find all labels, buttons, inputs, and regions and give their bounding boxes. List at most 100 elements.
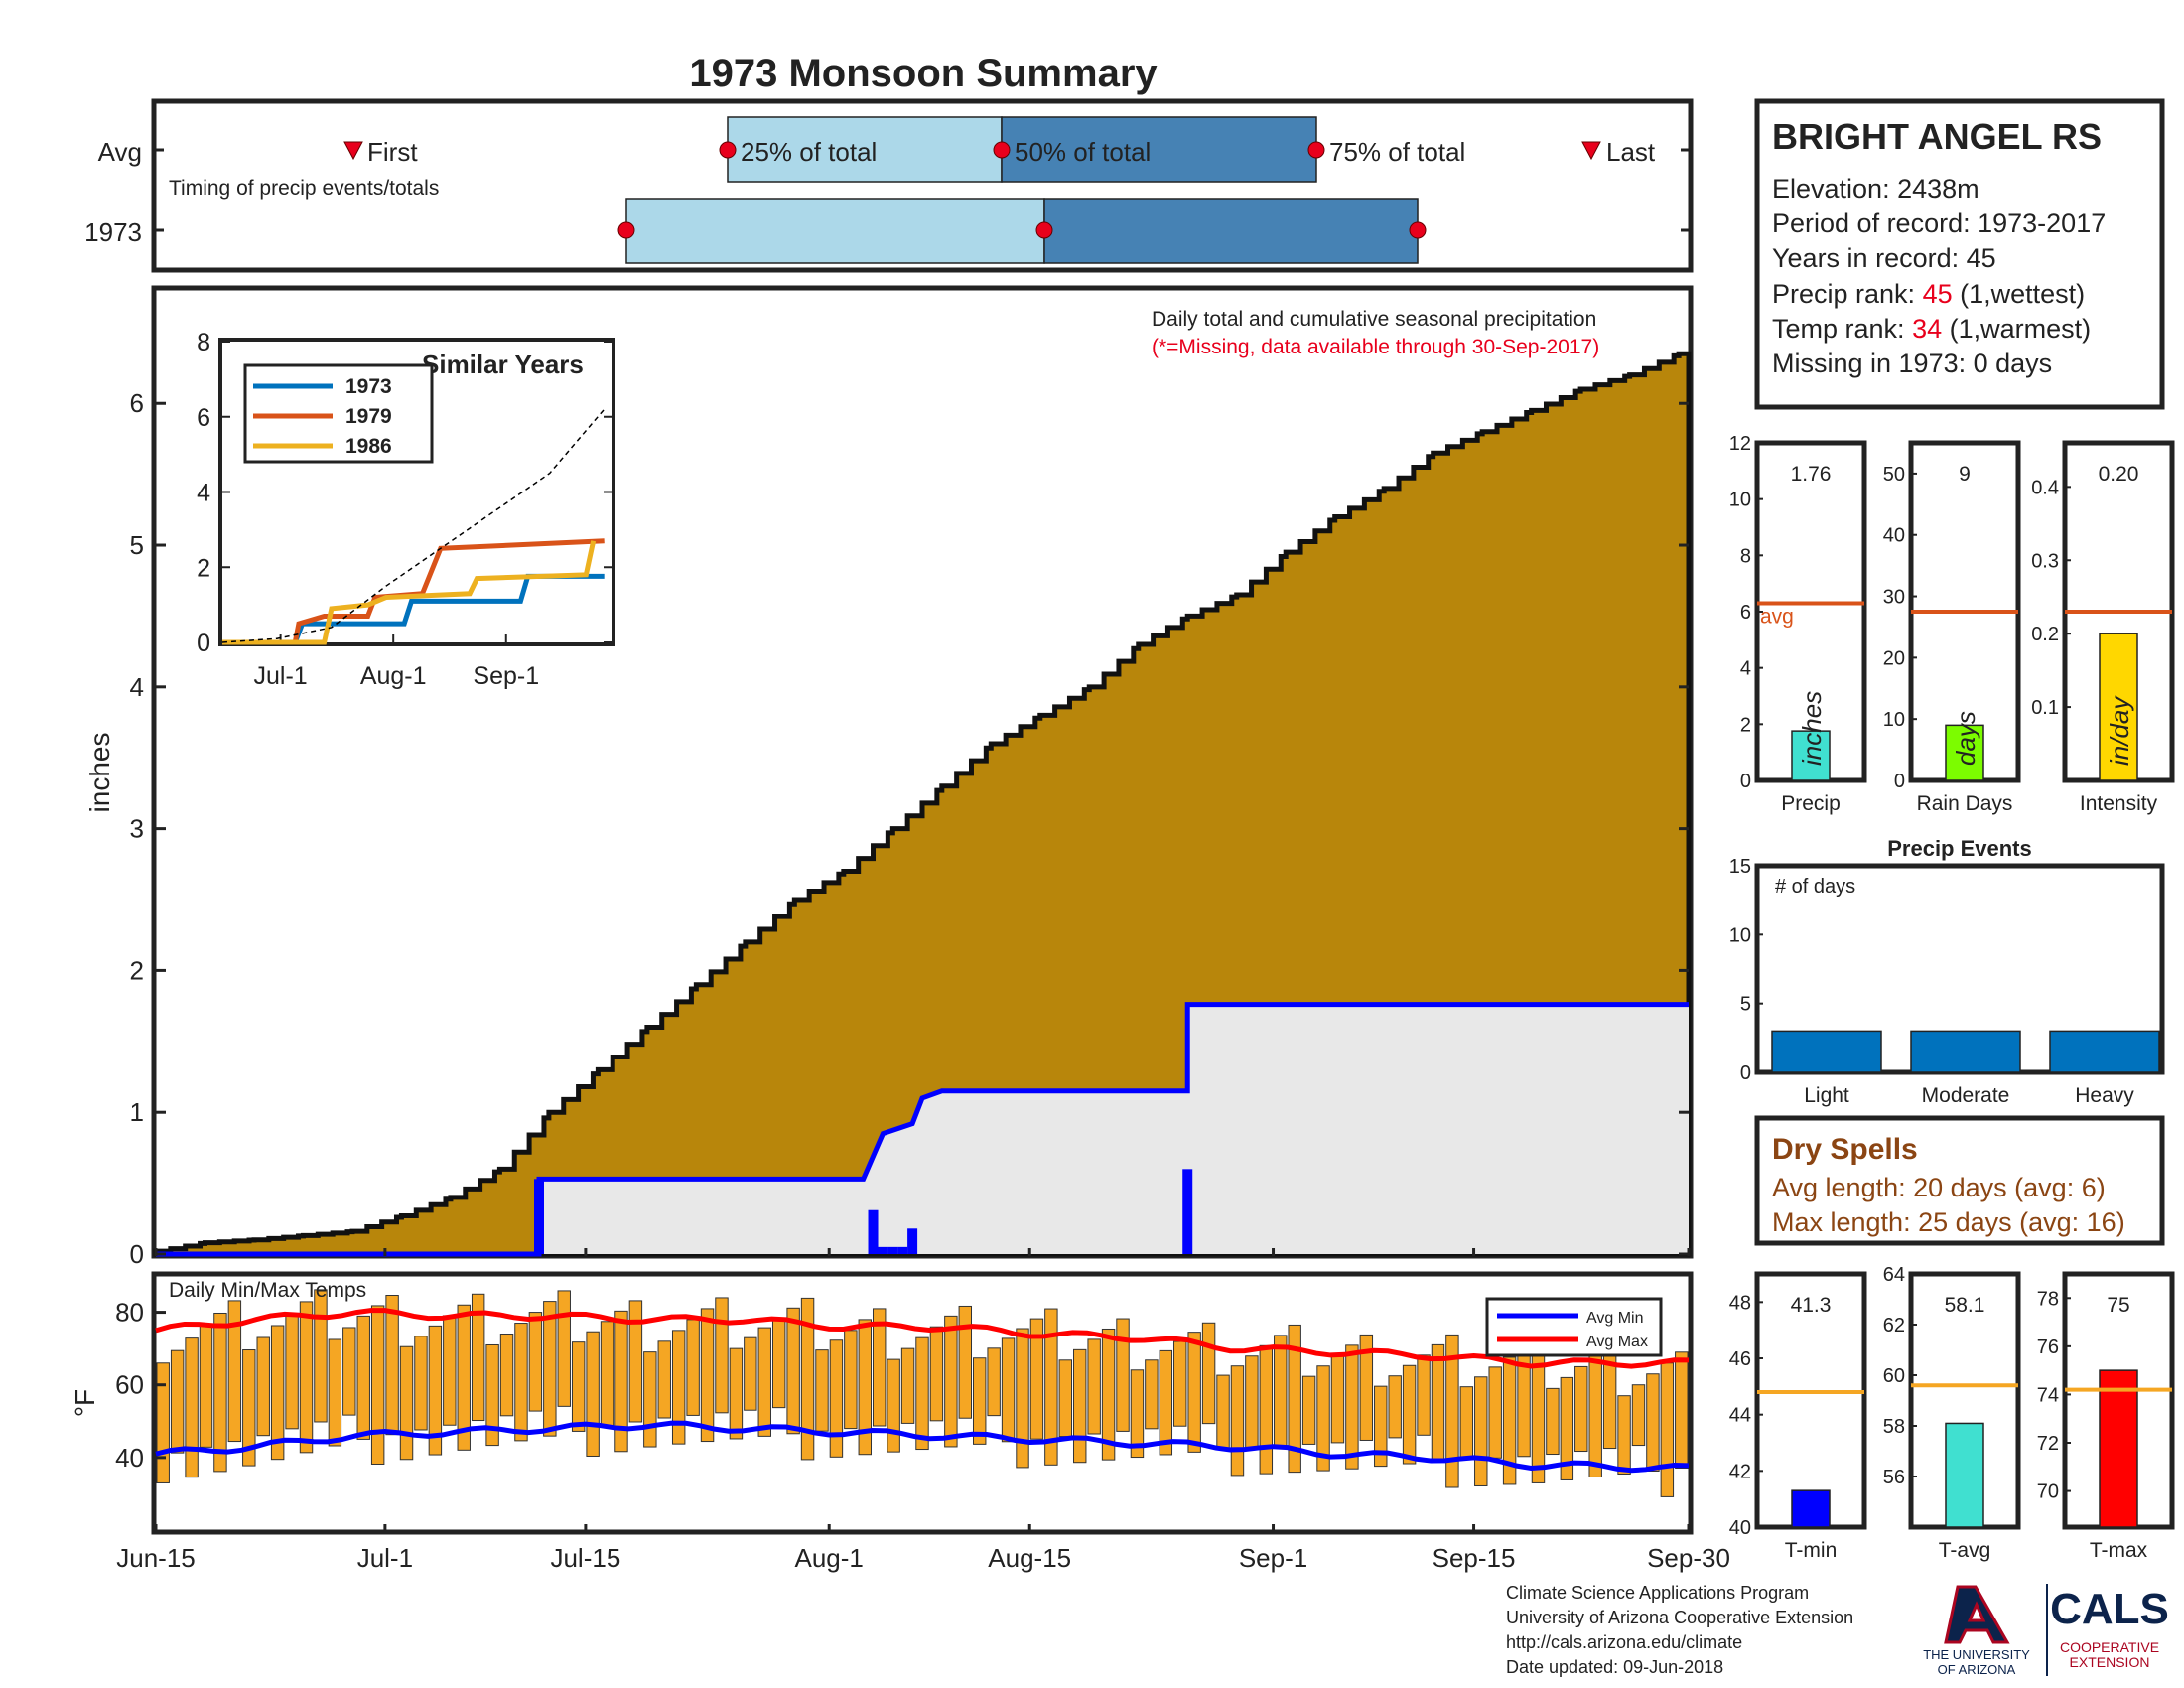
- legend-avg-max: Avg Max: [1586, 1334, 1648, 1350]
- x-tick-label: Sep-30: [1647, 1543, 1730, 1573]
- avg-last-label: Last: [1606, 137, 1656, 167]
- temp-range-bar: [1431, 1343, 1445, 1462]
- temps-ylabel: °F: [69, 1389, 100, 1417]
- panel-y-tick-label: 64: [1883, 1264, 1905, 1286]
- temp-range-bar: [915, 1336, 929, 1451]
- events-bar: [2049, 1030, 2160, 1073]
- panel-label: Rain Days: [1917, 792, 2013, 815]
- panel-y-tick-label: 62: [1883, 1315, 1905, 1336]
- temp-range-bar: [156, 1362, 170, 1483]
- temp-range-bar: [1016, 1328, 1029, 1469]
- inset-y-tick-label: 2: [197, 554, 210, 582]
- temp-range-bar: [744, 1336, 757, 1411]
- temp-range-bar: [815, 1349, 829, 1432]
- x-tick-label: Sep-1: [1239, 1543, 1307, 1573]
- panel-y-tick-label: 0: [1740, 771, 1751, 792]
- events-label: Moderate: [1922, 1084, 2010, 1107]
- temp-range-bar: [872, 1308, 887, 1427]
- station-precip-rank: Precip rank: 45 (1,wettest): [1772, 279, 2085, 309]
- panel-label: T-min: [1785, 1539, 1838, 1562]
- avg-first-label: First: [367, 137, 418, 167]
- y-tick-label: 6: [130, 388, 144, 418]
- temp-range-bar: [185, 1337, 199, 1478]
- cals-logo-line-2: EXTENSION: [2070, 1654, 2150, 1670]
- temp-range-bar: [256, 1336, 270, 1437]
- panel-rain-days: 0 10 20 30 40 50 9 days Rain Days: [1883, 440, 2021, 815]
- temp-range-bar: [428, 1325, 443, 1456]
- inset-line-1986: [222, 540, 597, 645]
- panel-y-tick-label: 0.1: [2031, 697, 2059, 719]
- temp-range-bar: [757, 1327, 771, 1437]
- panel-bar: [2099, 1369, 2138, 1528]
- temp-range-bar: [686, 1319, 700, 1416]
- temp-range-bar: [1087, 1338, 1101, 1435]
- temp-range-bar: [1459, 1386, 1474, 1461]
- panel-t-min: 40 42 44 46 48 41.3 T-min: [1729, 1271, 1867, 1562]
- avg-first-marker: [343, 141, 363, 161]
- temp-range-bar: [786, 1307, 800, 1435]
- temp-range-bar: [242, 1349, 256, 1467]
- temp-range-bar: [1617, 1395, 1631, 1475]
- panel-bar: [2099, 633, 2138, 781]
- events-caption: # of days: [1775, 876, 1855, 898]
- avg-max-line: [155, 1308, 1690, 1369]
- temp-range-bar: [342, 1327, 356, 1416]
- panel-y-tick-label: 78: [2037, 1288, 2059, 1310]
- temp-range-bar: [370, 1305, 385, 1465]
- timing-caption: Timing of precip events/totals: [169, 177, 439, 200]
- temp-range-bar: [285, 1313, 299, 1430]
- station-info-box: BRIGHT ANGEL RS Elevation: 2438m Period …: [1754, 98, 2165, 410]
- footer-line-2: University of Arizona Cooperative Extens…: [1506, 1608, 1853, 1627]
- temp-range-bar: [829, 1339, 844, 1458]
- year-50-marker: [1035, 221, 1053, 239]
- observed-cumulative-line: [156, 1002, 1689, 1257]
- temp-range-bar: [571, 1341, 586, 1432]
- temp-range-bar: [1588, 1354, 1602, 1477]
- temp-range-bar: [1345, 1344, 1359, 1470]
- panel-value: 0.20: [2099, 463, 2139, 486]
- inset-y-tick-label: 4: [197, 480, 210, 507]
- panel-y-tick-label: 74: [2037, 1384, 2059, 1406]
- temp-range-bar: [1402, 1364, 1417, 1465]
- ua-logo-line-1: THE UNIVERSITY: [1923, 1647, 2030, 1662]
- panel-y-tick-label: 4: [1740, 658, 1751, 680]
- temp-range-bar: [900, 1347, 915, 1424]
- temp-range-bar: [1502, 1356, 1517, 1485]
- footer-credits: Climate Science Applications Program Uni…: [1506, 1583, 1853, 1677]
- temp-range-bar: [1159, 1349, 1173, 1456]
- panel-y-tick-label: 42: [1729, 1461, 1751, 1482]
- temp-range-bar: [1301, 1375, 1316, 1445]
- y-tick-label: 1: [130, 1097, 144, 1127]
- ua-a-icon: [1944, 1585, 2010, 1644]
- avg-50-75-bar: [1001, 116, 1317, 183]
- temp-range-bar: [1259, 1344, 1274, 1475]
- panel-y-tick-label: 10: [1883, 709, 1905, 731]
- temp-range-bar: [1245, 1355, 1259, 1448]
- y-tick-label: 2: [130, 955, 144, 985]
- temp-range-bar: [1116, 1318, 1130, 1432]
- panel-y-tick-label: 76: [2037, 1336, 2059, 1358]
- panel-y-tick-label: 20: [1883, 647, 1905, 669]
- inset-x-tick-label: Aug-1: [360, 662, 427, 690]
- temp-range-bar: [614, 1310, 628, 1453]
- events-label: Light: [1804, 1084, 1849, 1107]
- temp-range-bar: [543, 1301, 557, 1437]
- temp-range-bar: [471, 1293, 485, 1422]
- panel-y-tick-label: 0.3: [2031, 550, 2059, 572]
- temps-caption: Daily Min/Max Temps: [169, 1279, 366, 1302]
- temp-range-bar: [600, 1321, 614, 1428]
- station-temp-rank: Temp rank: 34 (1,warmest): [1772, 314, 2091, 344]
- footer-line-3: http://cals.arizona.edu/climate: [1506, 1632, 1742, 1652]
- temp-range-bar: [1675, 1351, 1689, 1469]
- panel-bar: [1945, 1422, 1984, 1528]
- panel-t-avg: 56 58 60 62 64 58.1 T-avg: [1883, 1264, 2021, 1562]
- temps-y-axis: 40 60 80: [115, 1298, 166, 1473]
- temp-range-bar: [1546, 1387, 1560, 1456]
- inset-legend-1979: 1979: [345, 405, 392, 428]
- temp-range-bar: [1417, 1354, 1431, 1436]
- avg-75-marker: [1307, 141, 1325, 159]
- temp-range-bar: [1488, 1366, 1502, 1459]
- panel-y-tick-label: 58: [1883, 1416, 1905, 1438]
- temp-range-bar: [485, 1343, 499, 1447]
- temp-range-bar: [1631, 1384, 1646, 1447]
